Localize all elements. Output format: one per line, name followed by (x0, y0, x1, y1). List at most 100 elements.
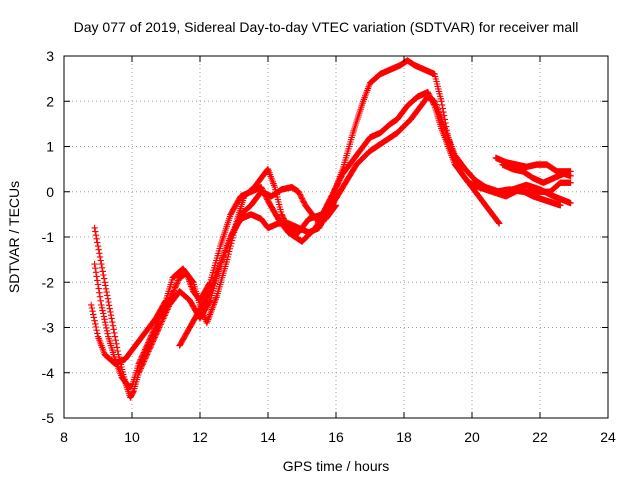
data-point (94, 330, 101, 337)
data-point (228, 232, 235, 239)
data-point (100, 313, 108, 320)
grid-lines (64, 56, 608, 418)
data-point (233, 220, 240, 227)
data-point (171, 284, 179, 291)
data-point (109, 318, 116, 326)
data-point (298, 194, 305, 201)
series-track-6 (499, 161, 574, 186)
y-tick-label: -1 (42, 229, 55, 245)
data-point (170, 288, 177, 296)
data-point (107, 312, 115, 319)
data-point (92, 265, 99, 272)
data-point (138, 363, 145, 371)
data-point (149, 329, 156, 336)
data-point (147, 333, 155, 340)
data-point (92, 269, 100, 276)
data-points (88, 57, 574, 401)
data-point (97, 297, 104, 304)
data-point (557, 202, 564, 209)
data-point (428, 95, 435, 103)
data-point (92, 320, 99, 328)
data-point (427, 94, 434, 101)
data-point (139, 352, 146, 359)
data-point (170, 287, 178, 294)
data-point (108, 315, 115, 322)
data-point (189, 278, 196, 285)
data-point (93, 273, 100, 280)
data-point (111, 333, 119, 340)
data-point (438, 101, 446, 109)
y-tick-label: -3 (42, 320, 55, 336)
data-point (175, 277, 182, 284)
data-point (150, 326, 158, 333)
data-point (93, 327, 100, 334)
data-point (90, 314, 98, 321)
data-point (234, 218, 241, 226)
data-point (496, 220, 503, 227)
series-track-5 (492, 154, 574, 175)
chart-title: Day 077 of 2019, Sidereal Day-to-day VTE… (74, 19, 579, 35)
data-point (104, 330, 111, 337)
data-point (100, 271, 107, 279)
data-point (113, 340, 120, 347)
y-tick-label: -2 (42, 274, 55, 290)
data-point (96, 289, 103, 296)
data-point (98, 304, 106, 311)
data-point (94, 239, 101, 246)
data-point (109, 322, 117, 329)
data-point (150, 328, 157, 335)
data-point (281, 218, 289, 225)
data-point (145, 339, 152, 346)
data-point (147, 335, 154, 342)
data-point (430, 99, 437, 107)
data-point (455, 163, 462, 171)
data-point (138, 353, 146, 360)
data-point (91, 317, 98, 324)
data-point (89, 308, 96, 315)
data-point (495, 219, 502, 226)
data-point (95, 285, 102, 292)
data-point (102, 282, 109, 289)
data-point (91, 224, 98, 232)
x-tick-label: 24 (600, 429, 616, 445)
data-point (442, 119, 449, 127)
y-tick-label: 0 (46, 184, 54, 200)
data-point (299, 196, 306, 204)
data-point (296, 189, 303, 197)
data-point (149, 330, 156, 338)
data-point (282, 219, 289, 226)
data-point (142, 344, 149, 352)
data-point (142, 346, 149, 353)
data-point (444, 130, 451, 137)
y-tick-label: 2 (46, 93, 54, 109)
data-point (567, 199, 574, 207)
data-point (148, 332, 155, 339)
data-point (173, 280, 181, 287)
data-point (98, 260, 105, 268)
x-axis-label: GPS time / hours (283, 458, 390, 474)
data-point (443, 123, 450, 130)
data-point (232, 221, 240, 229)
data-point (136, 357, 144, 365)
data-point (174, 278, 181, 286)
data-point (136, 359, 143, 366)
y-axis-label: SDTVAR / TECUs (6, 181, 22, 293)
data-point (141, 347, 148, 355)
data-point (105, 302, 113, 309)
data-point (235, 215, 242, 223)
data-point (280, 215, 287, 222)
y-tick-label: -5 (42, 410, 55, 426)
data-point (110, 326, 117, 333)
data-point (300, 199, 308, 206)
data-point (90, 311, 97, 318)
data-point (98, 301, 105, 309)
data-point (332, 202, 340, 209)
data-point (104, 295, 112, 302)
data-point (112, 337, 119, 344)
data-point (451, 156, 459, 164)
data-point (103, 288, 110, 296)
data-point (236, 214, 243, 221)
data-point (426, 93, 433, 100)
data-point (140, 349, 148, 356)
